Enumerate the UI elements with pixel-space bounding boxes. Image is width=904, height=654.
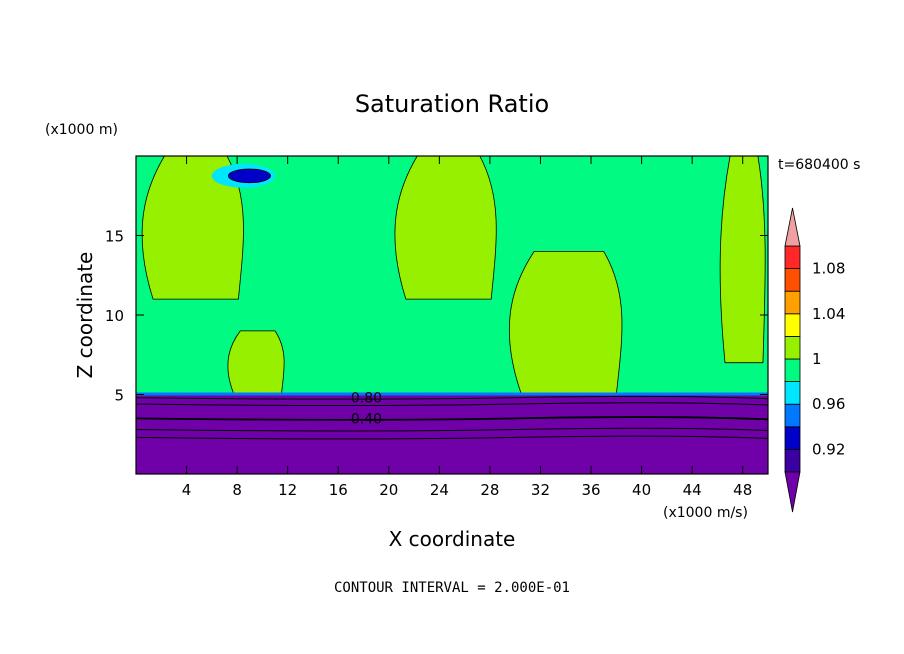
x-tick-label: 12 xyxy=(278,481,297,499)
colorbar-swatch xyxy=(784,268,801,292)
boundary-contour-line xyxy=(136,416,768,421)
y-axis-label: Z coordinate xyxy=(73,252,97,379)
x-tick-label: 16 xyxy=(329,481,348,499)
colorbar-min-triangle xyxy=(784,471,801,513)
supersaturated-column-4 xyxy=(509,251,623,395)
contour-label: 0.80 xyxy=(351,391,382,407)
y-tick-label: 10 xyxy=(105,307,124,325)
colorbar-swatch xyxy=(784,313,801,337)
colorbar-max-triangle xyxy=(784,207,801,247)
x-tick-label: 44 xyxy=(683,481,702,499)
x-tick-label: 4 xyxy=(182,481,192,499)
x-tick-label: 40 xyxy=(632,481,651,499)
supersaturated-column-2 xyxy=(227,330,285,395)
colorbar-swatch xyxy=(784,403,801,428)
colorbar-label: 1 xyxy=(812,350,822,368)
x-tick-label: 32 xyxy=(531,481,550,499)
colorbar-label: 0.96 xyxy=(812,395,845,413)
x-tick-label: 48 xyxy=(733,481,752,499)
supersaturated-column-1 xyxy=(141,156,244,300)
x-tick-label: 36 xyxy=(581,481,600,499)
subsaturated-boundary-layer xyxy=(136,394,768,474)
colorbar-swatch xyxy=(784,448,801,473)
colorbar-swatch xyxy=(784,426,801,450)
chart-title: Saturation Ratio xyxy=(355,90,549,118)
colorbar-swatch xyxy=(784,381,801,405)
heatmap-field: 0.80 0.40 xyxy=(136,156,768,474)
colorbar-swatch xyxy=(784,358,801,383)
boundary-contour-line xyxy=(136,395,768,400)
supersaturated-column-3 xyxy=(394,156,497,300)
x-tick-label: 8 xyxy=(232,481,242,499)
supersaturated-column-5 xyxy=(719,156,766,364)
y-tick-label: 5 xyxy=(114,387,124,405)
x-axis-ticks: 4 8 12 16 20 24 28 32 36 40 44 48 xyxy=(182,156,752,499)
x-unit-label: (x1000 m/s) xyxy=(663,505,748,521)
boundary-contour-line xyxy=(136,427,768,432)
contour-label: 0.40 xyxy=(351,411,382,427)
boundary-layer-edge xyxy=(136,392,768,396)
y-tick-label: 15 xyxy=(105,228,124,246)
colorbar-swatch xyxy=(784,245,801,270)
colorbar: 1.08 1.04 1 0.96 0.92 xyxy=(784,207,845,513)
colorbar-label: 1.08 xyxy=(812,260,845,278)
boundary-contour-line xyxy=(136,435,768,440)
x-axis-label: X coordinate xyxy=(389,527,516,551)
x-tick-label: 20 xyxy=(379,481,398,499)
x-tick-label: 28 xyxy=(480,481,499,499)
y-unit-label: (x1000 m) xyxy=(45,122,118,138)
plot-area: 0.80 0.40 xyxy=(135,155,769,475)
dry-patch-top-left xyxy=(227,168,271,184)
x-tick-label: 24 xyxy=(430,481,449,499)
time-label: t=680400 s xyxy=(778,157,860,173)
boundary-contour-line xyxy=(136,402,768,407)
colorbar-label: 0.92 xyxy=(812,440,845,458)
colorbar-swatch xyxy=(784,335,801,360)
contour-interval-footer: CONTOUR INTERVAL = 2.000E-01 xyxy=(334,580,570,596)
y-axis-ticks: 5 10 15 xyxy=(105,228,768,405)
colorbar-label: 1.04 xyxy=(812,305,845,323)
colorbar-swatch xyxy=(784,290,801,315)
